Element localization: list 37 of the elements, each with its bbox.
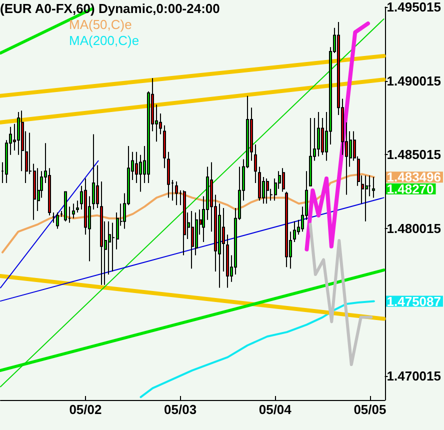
candlestick [56,212,59,230]
text: MA(200,C)e [69,33,140,48]
candlestick [167,151,170,198]
candlestick [372,176,375,198]
y-tick-label: 1.480015 [386,220,442,236]
y-tick-label: 1.470015 [386,368,442,384]
candlestick [285,191,288,268]
candlestick [254,144,257,184]
candlestick [282,168,285,192]
candlestick [163,124,166,169]
candlestick [183,190,186,256]
candlestick [191,210,194,270]
text: MA(50,C)e [69,17,132,32]
candlestick [258,166,261,202]
y-tick-label: 1.485015 [386,147,442,162]
candlestick [226,234,229,288]
candlestick [309,117,312,186]
data-label: 1.475087 [386,294,442,309]
candlestick [293,220,296,243]
text: 1.48270 [386,181,434,196]
candlestick [100,180,103,286]
candlestick [92,134,95,210]
candlestick [266,178,269,204]
candlestick [365,175,368,222]
candlestick [64,191,67,222]
x-tick-label: 05/04 [258,402,292,417]
x-tick-label: 05/05 [354,402,386,417]
x-tick-label: 05/02 [69,402,102,417]
data-label: 1.483496 [386,170,442,185]
candlestick [317,112,320,157]
x-tick-label: 05/03 [164,402,197,417]
candlestick [76,200,79,213]
candlestick [72,203,75,219]
chart-title: (EUR A0-FX,60) Dynamic,0:00-24:00 [0,1,220,16]
candlestick [175,180,178,206]
y-tick-label: 1.490015 [386,73,442,88]
y-tick-label: 1.495015 [386,0,442,14]
